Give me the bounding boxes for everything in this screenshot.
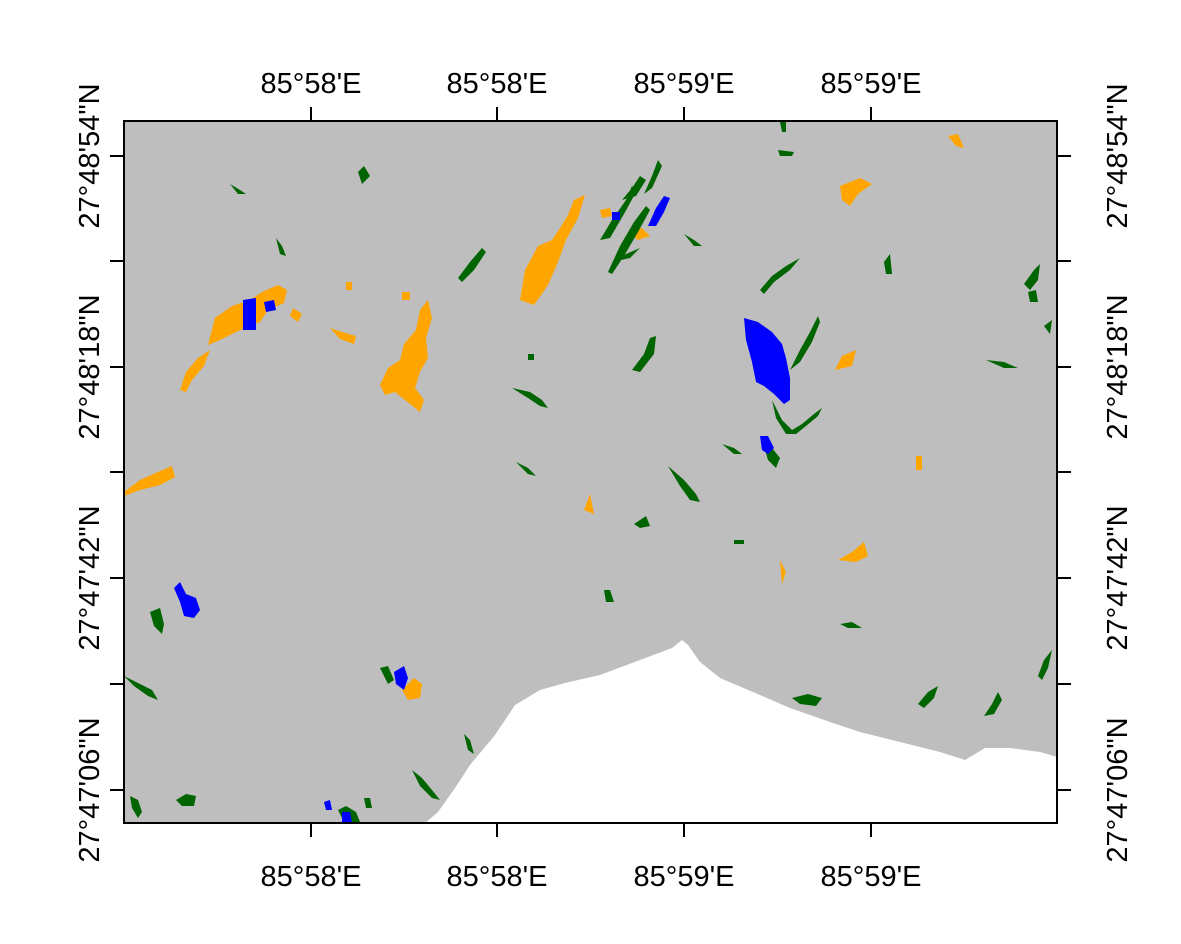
orange-patch xyxy=(840,178,872,206)
green-patch xyxy=(150,608,164,634)
bottom-tick-label: 85°59'E xyxy=(634,861,735,893)
green-patch xyxy=(516,462,536,476)
bottom-tick-label: 85°58'E xyxy=(261,861,362,893)
orange-patch xyxy=(290,308,302,322)
green-patch xyxy=(644,160,662,194)
blue-patch xyxy=(648,196,670,226)
blue-patch xyxy=(324,800,332,810)
green-patch xyxy=(124,676,158,700)
green-patch xyxy=(1024,264,1040,290)
green-class-patches xyxy=(124,122,1052,822)
bottom-tick-label: 85°58'E xyxy=(447,861,548,893)
green-patch xyxy=(734,540,744,544)
bottom-tick-label: 85°59'E xyxy=(821,861,922,893)
orange-patch xyxy=(380,300,432,412)
green-patch xyxy=(364,798,372,808)
green-patch xyxy=(358,166,370,184)
green-patch xyxy=(464,734,474,754)
left-tick-label: 27°47'42"N xyxy=(74,505,106,650)
orange-patch xyxy=(948,134,964,148)
green-patch xyxy=(792,694,822,706)
tick-marks xyxy=(110,107,1071,837)
blue-patch xyxy=(744,318,790,404)
green-patch xyxy=(176,794,196,806)
top-tick-label: 85°59'E xyxy=(634,68,735,100)
orange-patch xyxy=(780,560,786,584)
green-patch xyxy=(772,400,822,434)
orange-patch xyxy=(402,678,422,700)
right-tick-label: 27°47'42"N xyxy=(1102,505,1134,650)
study-area xyxy=(124,121,1057,823)
top-tick-label: 85°59'E xyxy=(821,68,922,100)
blue-patch xyxy=(243,298,256,330)
green-patch xyxy=(130,796,142,818)
green-patch xyxy=(632,336,656,372)
orange-patch xyxy=(180,350,210,392)
green-patch xyxy=(778,150,794,156)
green-patch xyxy=(790,316,820,370)
green-patch xyxy=(668,466,700,502)
green-patch xyxy=(412,770,440,800)
green-patch xyxy=(684,234,702,246)
green-patch xyxy=(612,248,640,262)
orange-patch xyxy=(916,456,922,470)
green-patch xyxy=(512,388,548,408)
green-patch xyxy=(984,692,1002,716)
green-patch xyxy=(1028,290,1038,302)
blue-class-patches xyxy=(174,196,790,822)
blue-patch xyxy=(760,436,774,454)
green-patch xyxy=(1044,320,1052,334)
green-patch xyxy=(276,238,286,256)
green-patch xyxy=(722,444,742,454)
green-patch xyxy=(634,516,650,528)
green-patch xyxy=(1038,650,1052,680)
green-patch xyxy=(230,184,246,194)
green-patch xyxy=(608,206,650,274)
right-tick-label: 27°48'54"N xyxy=(1102,83,1134,228)
green-patch xyxy=(622,176,646,200)
blue-patch xyxy=(264,300,276,312)
green-patch xyxy=(604,590,614,602)
right-tick-label: 27°47'06"N xyxy=(1102,717,1134,862)
green-patch xyxy=(918,686,938,708)
green-patch xyxy=(986,360,1018,368)
left-tick-label: 27°48'18"N xyxy=(74,294,106,439)
orange-patch xyxy=(584,494,594,514)
green-patch xyxy=(380,666,394,684)
top-tick-label: 85°58'E xyxy=(261,68,362,100)
blue-patch xyxy=(612,212,620,220)
orange-patch xyxy=(124,466,175,496)
orange-patch xyxy=(402,292,410,300)
left-tick-label: 27°48'54"N xyxy=(74,83,106,228)
orange-patch xyxy=(520,195,585,305)
right-tick-label: 27°48'18"N xyxy=(1102,294,1134,439)
orange-patch xyxy=(838,542,868,562)
blue-patch xyxy=(174,582,200,618)
blue-patch xyxy=(394,666,408,690)
orange-patch xyxy=(600,208,612,218)
orange-patch xyxy=(835,350,856,370)
top-tick-label: 85°58'E xyxy=(447,68,548,100)
blue-patch xyxy=(342,812,352,822)
green-patch xyxy=(528,354,534,360)
green-patch xyxy=(760,258,800,294)
left-tick-label: 27°47'06"N xyxy=(74,717,106,862)
green-patch xyxy=(458,248,486,282)
orange-patch xyxy=(346,282,352,290)
orange-patch xyxy=(330,328,356,344)
green-patch xyxy=(840,622,862,628)
green-patch xyxy=(780,122,786,132)
green-patch xyxy=(884,254,892,274)
